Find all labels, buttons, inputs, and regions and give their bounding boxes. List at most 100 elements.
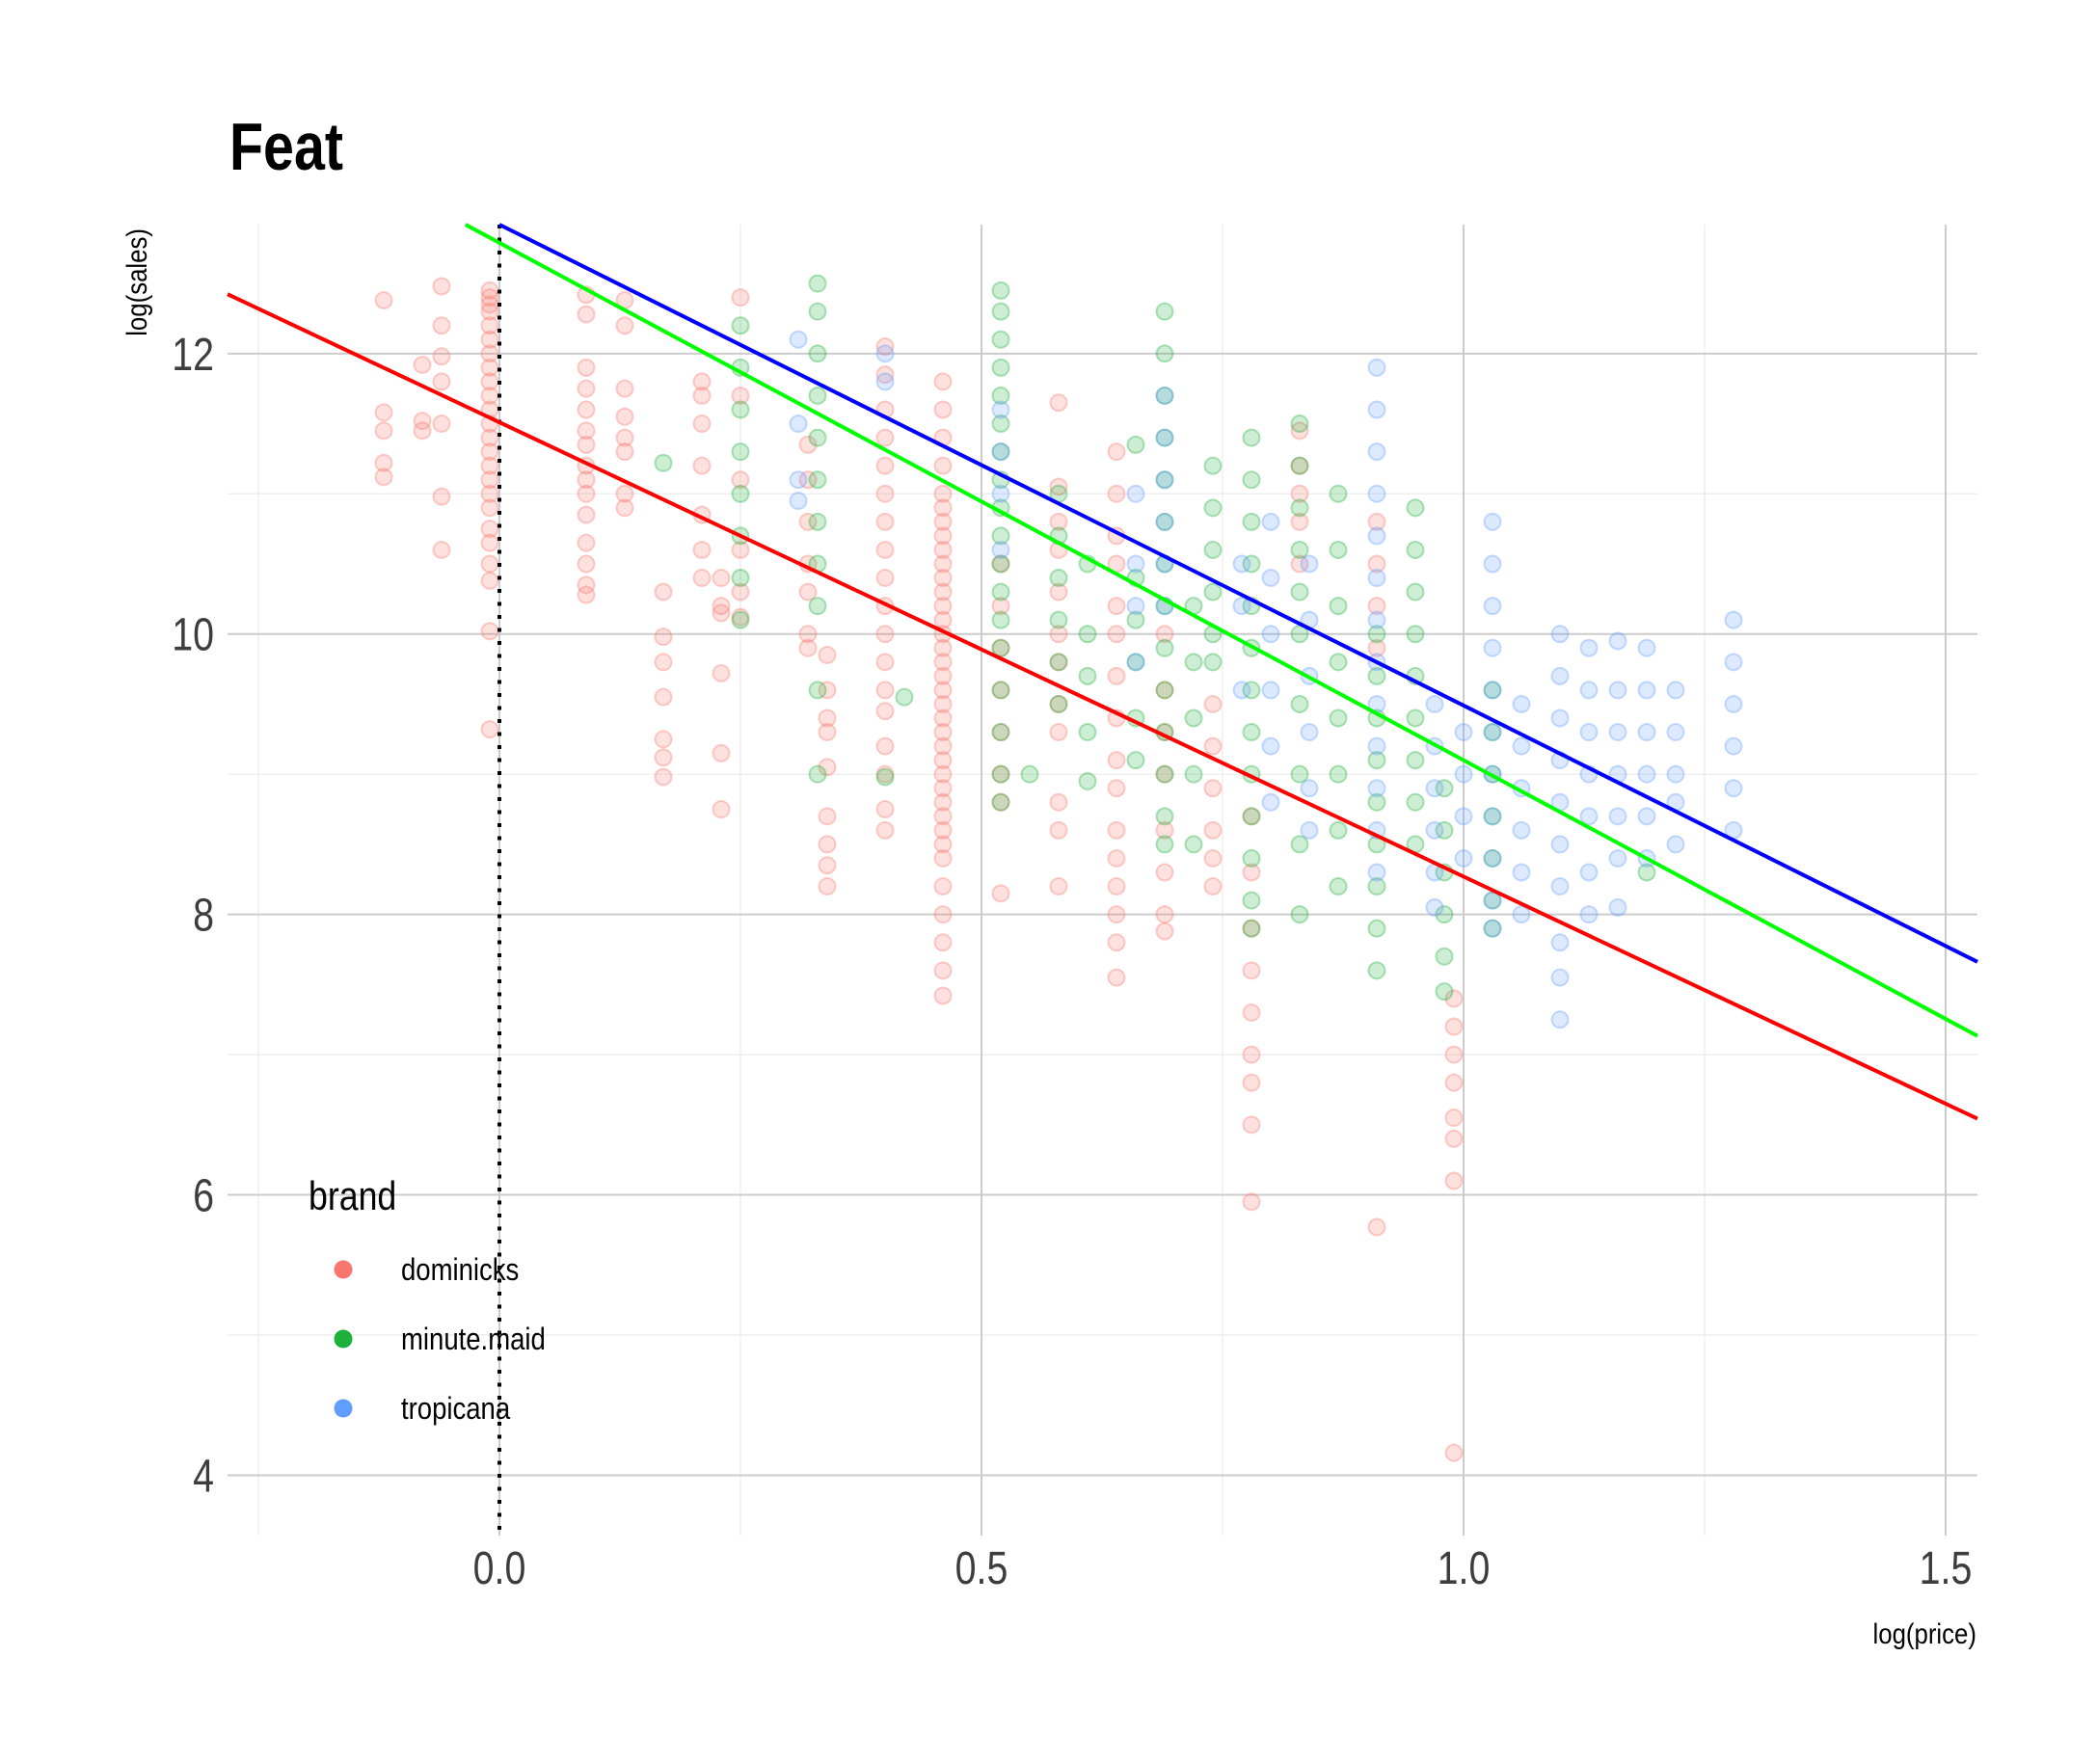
data-point — [1425, 897, 1444, 917]
data-point — [480, 498, 499, 518]
data-point — [1435, 820, 1454, 840]
data-point — [1049, 694, 1068, 713]
data-point — [1290, 554, 1309, 574]
data-point — [991, 638, 1010, 657]
data-point — [1232, 554, 1251, 574]
data-point — [1483, 597, 1502, 616]
data-point — [1608, 631, 1627, 651]
data-point — [1184, 764, 1203, 784]
data-point — [1155, 470, 1174, 490]
data-point — [1078, 723, 1097, 742]
data-point — [1425, 779, 1444, 798]
data-point — [1550, 877, 1570, 896]
data-point — [731, 610, 750, 629]
data-point — [1203, 877, 1223, 896]
data-point — [1454, 723, 1473, 742]
data-point — [1155, 681, 1174, 700]
y-axis-label: log(sales) — [121, 228, 152, 336]
data-point — [1444, 1017, 1464, 1036]
data-point — [991, 554, 1010, 574]
data-point — [933, 498, 953, 518]
data-point — [933, 597, 953, 616]
data-point — [875, 456, 895, 475]
data-point — [1435, 905, 1454, 924]
data-point — [933, 456, 953, 475]
data-point — [1049, 694, 1068, 713]
data-point — [1579, 807, 1599, 826]
data-point — [654, 653, 673, 672]
data-point — [1435, 982, 1454, 1002]
data-point — [1483, 848, 1502, 868]
data-point — [1049, 653, 1068, 672]
data-point — [1367, 400, 1386, 419]
data-point — [1290, 835, 1309, 854]
y-axis-ticks: 4 6 8 10 12 — [172, 329, 214, 1502]
data-point — [1724, 653, 1743, 672]
data-point — [1329, 484, 1348, 503]
data-point — [991, 302, 1010, 321]
data-point — [1049, 477, 1068, 496]
fit-line-minute-maid — [464, 223, 1978, 1038]
data-point — [1155, 512, 1174, 531]
data-point — [933, 835, 953, 854]
data-point — [1579, 863, 1599, 882]
data-point — [991, 681, 1010, 700]
data-point — [1290, 694, 1309, 713]
data-point — [413, 421, 432, 441]
data-point — [654, 453, 673, 472]
data-point — [480, 622, 499, 641]
data-point — [374, 468, 393, 487]
data-point — [1242, 470, 1261, 490]
data-point — [1483, 512, 1502, 531]
data-point — [818, 646, 837, 665]
data-point — [1290, 456, 1309, 475]
data-point — [1242, 1192, 1261, 1212]
data-point — [1184, 708, 1203, 728]
x-tick-label: 0.5 — [955, 1542, 1008, 1594]
data-point — [1107, 442, 1126, 462]
data-point — [1406, 708, 1425, 728]
data-point — [1444, 1073, 1464, 1092]
data-point — [480, 470, 499, 490]
data-point — [1290, 421, 1309, 441]
data-point — [1107, 779, 1126, 798]
regression-lines — [227, 223, 1978, 1121]
data-point — [875, 540, 895, 559]
data-point — [991, 582, 1010, 601]
data-point — [692, 386, 712, 405]
data-point — [1155, 863, 1174, 882]
data-point — [1155, 344, 1174, 363]
legend-item: minute.maid — [334, 1323, 546, 1357]
data-point — [692, 569, 712, 588]
data-point — [480, 720, 499, 739]
data-point — [374, 421, 393, 441]
data-point — [1203, 848, 1223, 868]
data-point — [1367, 442, 1386, 462]
data-point — [808, 470, 827, 490]
data-point — [1483, 681, 1502, 700]
data-point — [933, 905, 953, 924]
data-point — [432, 372, 451, 391]
data-point — [1155, 764, 1174, 784]
data-point — [712, 743, 731, 762]
data-point — [933, 792, 953, 812]
data-point — [1367, 625, 1386, 644]
data-point — [1637, 681, 1656, 700]
data-point — [1724, 610, 1743, 629]
data-point — [1126, 554, 1145, 574]
data-point — [991, 442, 1010, 462]
data-point — [577, 358, 596, 377]
data-point — [1126, 653, 1145, 672]
data-point — [731, 288, 750, 307]
data-point — [808, 344, 827, 363]
data-point — [818, 723, 837, 742]
data-point — [654, 748, 673, 767]
legend-title: brand — [309, 1174, 396, 1218]
data-point — [1242, 1073, 1261, 1092]
data-point — [1242, 681, 1261, 700]
data-point — [1242, 961, 1261, 980]
legend-item: dominicks — [334, 1253, 519, 1288]
series-tropicana — [789, 330, 1743, 1029]
data-point — [480, 316, 499, 335]
data-point — [991, 681, 1010, 700]
